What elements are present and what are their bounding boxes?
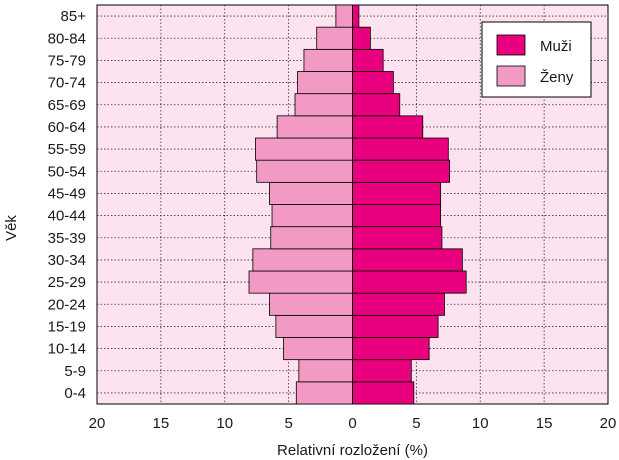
x-axis-title: Relativní rozložení (%) xyxy=(277,442,428,459)
bar-muzi-35-39 xyxy=(352,226,443,250)
legend: Muži Ženy xyxy=(481,21,592,98)
bar-zeny-30-34 xyxy=(252,248,353,272)
y-tick-35-39: 35-39 xyxy=(48,230,86,247)
bar-zeny-40-44 xyxy=(271,204,353,228)
y-tick-55-59: 55-59 xyxy=(48,141,86,158)
legend-label-zeny: Ženy xyxy=(540,69,574,86)
legend-swatch-muzi xyxy=(496,34,526,56)
bar-muzi-70-74 xyxy=(352,71,394,95)
bar-zeny-0-4 xyxy=(295,381,353,405)
x-tick-3: 5 xyxy=(284,415,292,432)
bar-zeny-65-69 xyxy=(294,93,353,117)
y-tick-20-24: 20-24 xyxy=(48,296,86,313)
bar-zeny-15-19 xyxy=(275,314,353,338)
x-tick-7: 15 xyxy=(536,415,553,432)
y-tick-70-74: 70-74 xyxy=(48,75,86,92)
bar-muzi-40-44 xyxy=(352,204,442,228)
bar-muzi-20-24 xyxy=(352,292,445,316)
y-tick-0-4: 0-4 xyxy=(64,385,86,402)
bar-zeny-75-79 xyxy=(303,48,353,72)
bar-zeny-80-84 xyxy=(316,26,353,50)
bar-muzi-85+ xyxy=(352,4,360,28)
bar-zeny-10-14 xyxy=(283,337,353,361)
bar-muzi-30-34 xyxy=(352,248,463,272)
bar-zeny-5-9 xyxy=(298,359,353,383)
x-tick-5: 5 xyxy=(412,415,420,432)
legend-label-muzi: Muži xyxy=(540,38,572,55)
bar-zeny-60-64 xyxy=(276,115,353,139)
bar-muzi-80-84 xyxy=(352,26,371,50)
y-tick-45-49: 45-49 xyxy=(48,185,86,202)
bar-zeny-55-59 xyxy=(255,137,353,161)
x-tick-2: 10 xyxy=(216,415,233,432)
bar-zeny-45-49 xyxy=(269,181,353,205)
bar-zeny-25-29 xyxy=(248,270,353,294)
y-axis-title: Věk xyxy=(3,215,20,241)
y-tick-50-54: 50-54 xyxy=(48,163,86,180)
bar-muzi-60-64 xyxy=(352,115,424,139)
x-tick-6: 10 xyxy=(472,415,489,432)
y-tick-15-19: 15-19 xyxy=(48,318,86,335)
bar-muzi-45-49 xyxy=(352,181,442,205)
y-tick-40-44: 40-44 xyxy=(48,208,86,225)
x-tick-0: 20 xyxy=(89,415,106,432)
x-tick-labels: 20 15 10 5 0 5 10 15 20 xyxy=(89,415,617,432)
y-tick-85+: 85+ xyxy=(61,8,87,25)
bar-muzi-25-29 xyxy=(352,270,467,294)
bar-muzi-15-19 xyxy=(352,314,439,338)
y-tick-80-84: 80-84 xyxy=(48,30,86,47)
y-tick-65-69: 65-69 xyxy=(48,97,86,114)
y-tick-75-79: 75-79 xyxy=(48,52,86,69)
y-tick-30-34: 30-34 xyxy=(48,252,86,269)
x-tick-8: 20 xyxy=(600,415,617,432)
y-tick-labels: 0-4 5-9 10-14 15-19 20-24 25-29 30-34 35-39 40-4… xyxy=(48,8,87,402)
x-tick-1: 15 xyxy=(153,415,170,432)
legend-swatch-zeny xyxy=(496,65,526,87)
y-tick-25-29: 25-29 xyxy=(48,274,86,291)
bar-zeny-70-74 xyxy=(297,71,353,95)
bar-muzi-55-59 xyxy=(352,137,449,161)
x-tick-4: 0 xyxy=(348,415,356,432)
bar-muzi-5-9 xyxy=(352,359,412,383)
bar-muzi-10-14 xyxy=(352,337,430,361)
y-tick-10-14: 10-14 xyxy=(48,341,86,358)
bar-zeny-35-39 xyxy=(270,226,353,250)
bar-zeny-20-24 xyxy=(269,292,353,316)
bars xyxy=(248,4,467,405)
bar-zeny-85+ xyxy=(335,4,353,28)
y-tick-5-9: 5-9 xyxy=(64,363,86,380)
bar-muzi-0-4 xyxy=(352,381,415,405)
bar-zeny-50-54 xyxy=(256,159,353,183)
bar-muzi-65-69 xyxy=(352,93,401,117)
bar-muzi-75-79 xyxy=(352,48,384,72)
y-tick-60-64: 60-64 xyxy=(48,119,86,136)
bar-muzi-50-54 xyxy=(352,159,450,183)
